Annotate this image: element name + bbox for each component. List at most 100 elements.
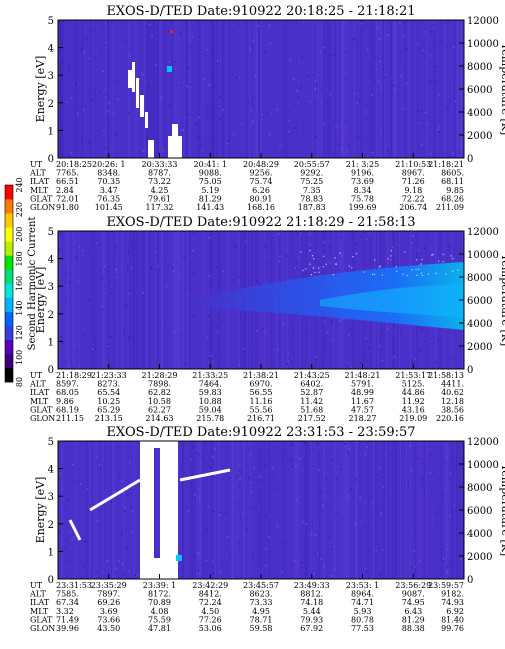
spectrum-speckle — [252, 321, 255, 324]
spectrum-speckle — [250, 491, 253, 494]
colorbar-swatch — [5, 185, 13, 200]
spectrum-speckle — [253, 346, 255, 348]
spectrum-column — [236, 441, 239, 579]
ephemeris-value: 75.59 — [148, 615, 171, 624]
spectrum-speckle — [290, 361, 292, 363]
spectrum-speckle — [367, 48, 369, 51]
spectrum-speckle — [174, 61, 176, 63]
spectrum-speckle — [377, 80, 380, 83]
spectrum-column — [67, 231, 70, 369]
spectrum-column — [283, 441, 285, 579]
y2-tick-label: 0 — [467, 365, 473, 376]
ephemeris-value: 20:18:25 — [56, 160, 92, 169]
spectrum-speckle — [393, 351, 395, 353]
spectrum-column — [61, 20, 64, 158]
spectrum-speckle — [351, 236, 354, 239]
spectrum-speckle — [65, 507, 67, 510]
spectrum-speckle — [410, 566, 413, 569]
spectrum-speckle — [222, 270, 225, 273]
spectrum-column — [188, 20, 190, 158]
spectrum-speckle — [365, 571, 368, 573]
spectrum-speckle — [312, 74, 314, 76]
spectrum-speckle — [330, 494, 332, 497]
spectrum-speckle — [346, 149, 348, 151]
flux-speckle — [396, 270, 398, 272]
flux-speckle — [442, 253, 444, 255]
spectrum-speckle — [323, 241, 325, 244]
spectrum-speckle — [249, 453, 252, 456]
spectrum-column — [212, 20, 214, 158]
spectrum-column — [142, 231, 145, 369]
spectrum-column — [133, 441, 136, 579]
spectrum-column — [268, 441, 270, 579]
colorbar-swatch — [5, 353, 13, 369]
spectrum-column — [91, 231, 93, 369]
spectrum-speckle — [252, 39, 254, 42]
colorbar-swatch — [5, 297, 13, 312]
spectrum-column — [106, 231, 108, 369]
ephemeris-value: 215.78 — [196, 414, 224, 423]
spectrum-speckle — [105, 93, 107, 95]
spectrum-speckle — [81, 250, 84, 252]
spectrum-column — [344, 20, 346, 158]
ephemeris-value: 70.35 — [97, 177, 120, 186]
ephemeris-value: 71.26 — [402, 177, 425, 186]
spectrum-speckle — [130, 242, 133, 245]
spectrum-speckle — [390, 259, 392, 261]
spectrum-speckle — [311, 521, 313, 523]
spectrum-speckle — [252, 466, 255, 469]
y-axis-label: Energy [eV] — [34, 267, 47, 334]
spectrum-speckle — [210, 355, 212, 357]
spectrum-speckle — [420, 144, 423, 146]
spectrum-column — [383, 441, 385, 579]
spectrum-speckle — [99, 269, 101, 272]
ephemeris-value: 72.01 — [56, 194, 79, 203]
spectrum-speckle — [438, 125, 440, 128]
spectrum-speckle — [345, 120, 347, 122]
ephemeris-value: 141.43 — [196, 203, 224, 212]
spectrum-speckle — [116, 276, 118, 278]
spectrum-speckle — [393, 356, 396, 358]
spectrum-column — [410, 441, 411, 579]
spectrum-column — [394, 441, 397, 579]
flux-speckle — [332, 274, 334, 276]
spectrum-column — [59, 231, 61, 369]
flux-speckle — [309, 250, 311, 252]
colorbar-swatch — [5, 339, 13, 355]
spectrum-speckle — [293, 560, 296, 562]
spectrum-speckle — [259, 475, 261, 478]
spectrum-speckle — [107, 353, 109, 355]
spectrum-column — [446, 441, 448, 579]
spectrum-speckle — [143, 150, 145, 152]
flux-speckle — [325, 263, 327, 265]
spectrum-column — [183, 20, 185, 158]
spectrum-speckle — [215, 325, 218, 327]
spectrum-column — [147, 231, 149, 369]
spectrum-column — [194, 441, 196, 579]
spectrum-speckle — [277, 348, 279, 351]
spectrum-speckle — [278, 260, 280, 263]
spectrum-speckle — [61, 62, 64, 64]
spectrum-speckle — [354, 523, 357, 525]
spectrum-column — [227, 20, 230, 158]
y2-tick-label: 10000 — [467, 250, 499, 261]
ephemeris-value: 43.16 — [402, 405, 425, 414]
spectrum-speckle — [374, 81, 376, 84]
ephemeris-value: 5.19 — [201, 186, 219, 195]
flux-speckle — [300, 251, 302, 253]
spectrum-speckle — [377, 511, 380, 513]
spectrum-speckle — [73, 536, 75, 538]
spectrum-speckle — [381, 329, 383, 331]
spectrum-speckle — [384, 76, 386, 79]
spectrum-speckle — [206, 336, 208, 339]
ephemeris-value: 9087. — [402, 590, 425, 599]
ephemeris-value: 80.78 — [351, 615, 374, 624]
spectrum-speckle — [177, 568, 179, 570]
spectrogram-image — [58, 20, 464, 158]
spectrum-speckle — [329, 262, 331, 264]
spectrum-speckle — [287, 353, 289, 355]
spectrum-speckle — [347, 452, 350, 454]
spectrum-speckle — [411, 242, 413, 244]
ephemeris-value: 72.22 — [402, 194, 425, 203]
spectrum-column — [333, 441, 336, 579]
